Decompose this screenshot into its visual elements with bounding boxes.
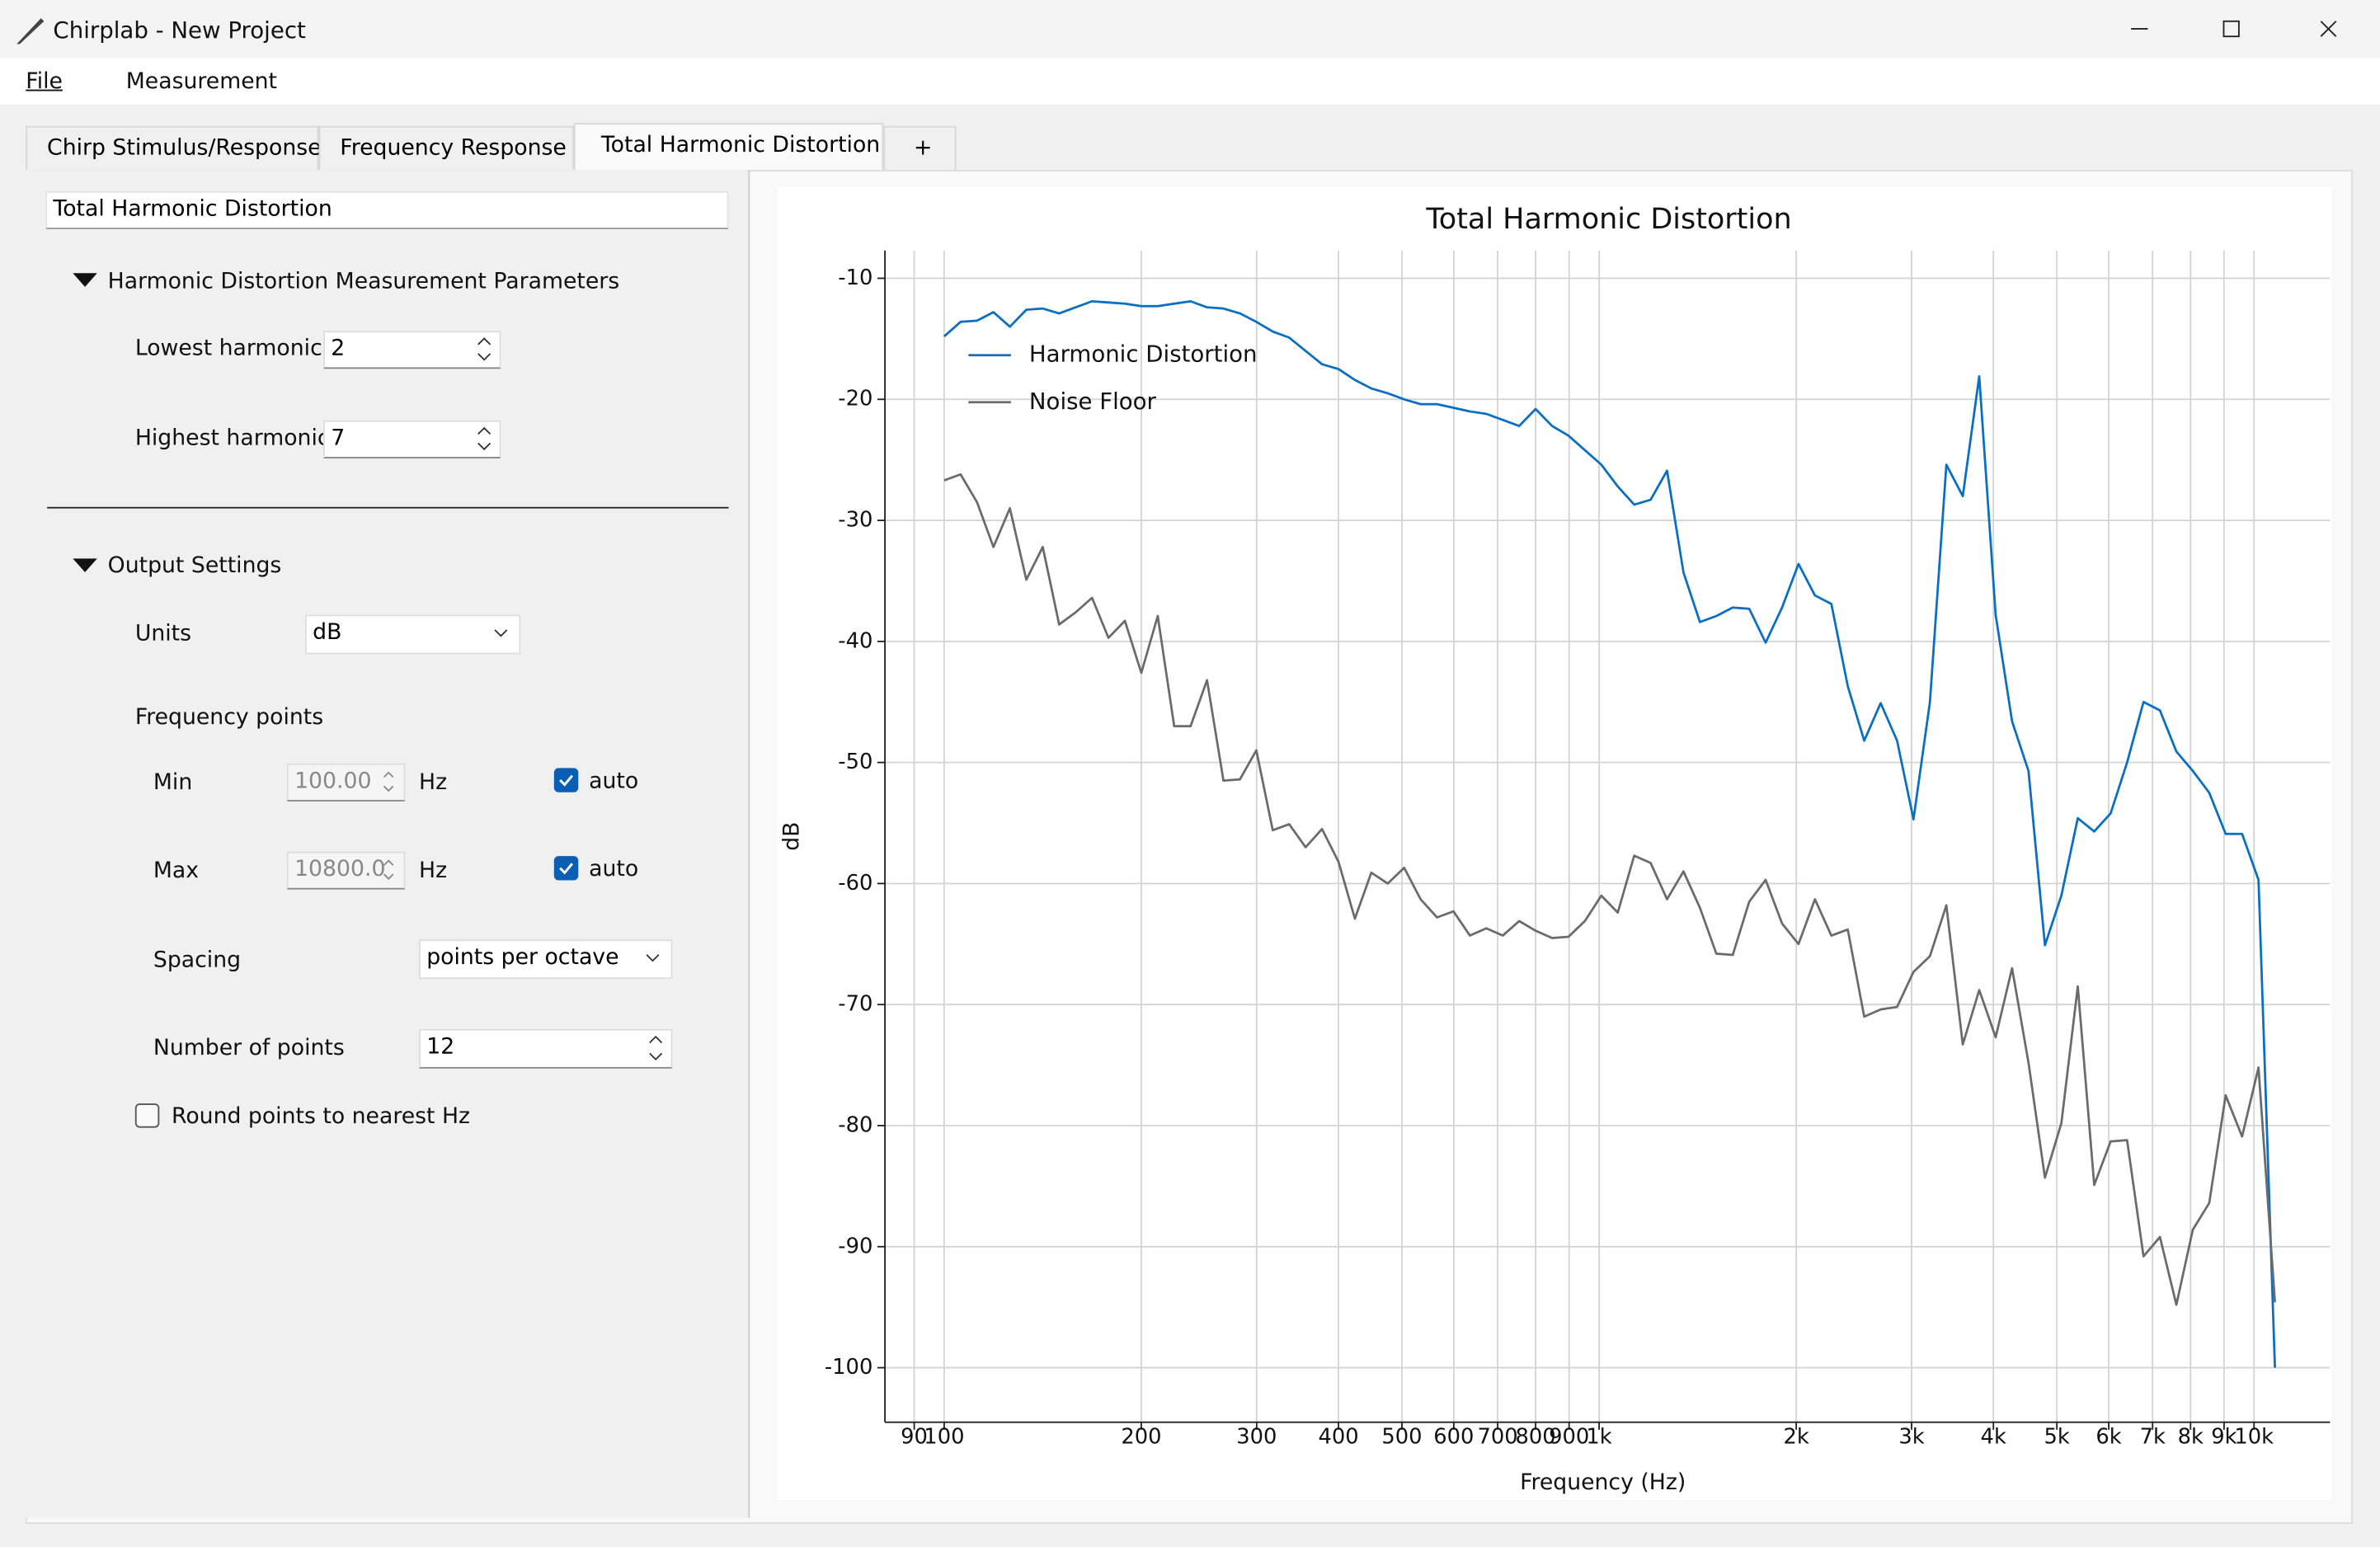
menu-bar (0, 57, 2380, 106)
checkbox-label[interactable]: Round points to nearest Hz (171, 1104, 471, 1130)
legend-label: Harmonic Distortion (1029, 341, 1258, 368)
x-tick-label: 2k (1783, 1425, 1809, 1450)
x-tick-label: 10k (2234, 1425, 2274, 1450)
dropdown-arrows (494, 629, 660, 962)
series-line (943, 473, 2276, 1306)
y-axis-label: dB (778, 822, 804, 851)
app-icon (16, 18, 45, 45)
spin-box-disabled: 10800.0 (286, 851, 406, 890)
spin-arrows[interactable] (468, 331, 501, 459)
y-tick-label: -10 (838, 266, 873, 290)
field-label: Highest harmonic (134, 426, 330, 451)
y-tick-label: -100 (825, 1355, 873, 1380)
x-tick-label: 400 (1318, 1425, 1358, 1450)
x-tick-label: 3k (1898, 1425, 1924, 1450)
x-tick-label: 300 (1236, 1425, 1277, 1450)
checkbox-label[interactable]: auto (589, 769, 639, 794)
x-tick-label: 8k (2178, 1425, 2204, 1450)
x-tick-label: 7k (2140, 1425, 2166, 1450)
section-title[interactable]: Harmonic Distortion Measurement Paramete… (107, 270, 620, 295)
tab[interactable]: Frequency Response (318, 125, 574, 171)
field-label: Lowest harmonic (134, 336, 322, 362)
unit-label: Hz (419, 771, 448, 796)
x-tick-label: 500 (1381, 1425, 1422, 1450)
tab[interactable]: Total Harmonic Distortion (573, 123, 884, 171)
y-tick-label: -80 (838, 1113, 873, 1138)
x-tick-label: 1k (1586, 1425, 1611, 1450)
name-field[interactable]: Total Harmonic Distortion (45, 190, 729, 229)
x-tick-label: 6k (2095, 1425, 2121, 1450)
menu-file[interactable]: File (26, 69, 63, 95)
y-tick-label: -90 (838, 1234, 873, 1258)
checkbox[interactable] (553, 856, 579, 881)
y-tick-label: -30 (838, 508, 873, 533)
x-tick-label: 9k (2211, 1425, 2237, 1450)
x-tick-label: 800 (1516, 1425, 1556, 1450)
field-label: Number of points (153, 1037, 345, 1061)
dropdown[interactable]: dB (304, 614, 521, 655)
y-tick-label: -50 (838, 750, 873, 774)
checkbox[interactable] (134, 1103, 160, 1128)
field-label: Spacing (153, 948, 242, 973)
y-tick-label: -20 (838, 387, 873, 411)
spin-arrows[interactable] (639, 1029, 672, 1069)
check-mark (559, 774, 574, 787)
x-tick-label: 4k (1981, 1425, 2006, 1450)
spin-box[interactable]: 7 (323, 420, 501, 458)
spin-arrows (383, 771, 394, 881)
dropdown[interactable]: points per octave (419, 939, 673, 980)
chart-title: Total Harmonic Distortion (1425, 203, 1791, 236)
x-tick-label: 5k (2044, 1425, 2070, 1450)
field-label: Max (153, 858, 200, 884)
x-tick-label: 200 (1121, 1425, 1161, 1450)
check-mark (559, 863, 574, 875)
settings-panel (26, 170, 750, 1518)
tab-add[interactable]: + (883, 125, 957, 171)
y-tick-label: -40 (838, 628, 873, 653)
field-label: Min (153, 771, 193, 796)
tab[interactable]: Chirp Stimulus/Response (26, 125, 322, 171)
legend-label: Noise Floor (1029, 388, 1157, 415)
separator (47, 506, 729, 509)
x-tick-label: 100 (924, 1425, 964, 1450)
y-tick-label: -70 (838, 992, 873, 1017)
field-label: Units (134, 622, 192, 647)
window-title: Chirplab - New Project (53, 16, 306, 45)
expand-arrow[interactable] (72, 271, 99, 289)
unit-label: Hz (419, 858, 448, 884)
x-tick-label: 900 (1549, 1425, 1589, 1450)
section-title[interactable]: Output Settings (107, 553, 282, 579)
menu-measurement[interactable]: Measurement (125, 69, 277, 95)
checkbox-label[interactable]: auto (589, 857, 639, 882)
spin-box[interactable]: 12 (419, 1028, 673, 1069)
x-tick-label: 700 (1477, 1425, 1517, 1450)
chart: Total Harmonic Distortion Frequency (Hz)… (777, 186, 2332, 1500)
x-tick-label: 90 (901, 1425, 928, 1450)
series-line (943, 299, 2276, 1368)
expand-arrow[interactable] (72, 557, 99, 576)
window-controls[interactable] (2095, 0, 2380, 58)
x-tick-label: 600 (1433, 1425, 1474, 1450)
title-bar (0, 0, 2380, 58)
checkbox[interactable] (553, 768, 579, 792)
y-tick-label: -60 (838, 871, 873, 896)
x-axis-label: Frequency (Hz) (1520, 1469, 1686, 1495)
field-label: Frequency points (134, 705, 324, 731)
spin-box-disabled: 100.00 (286, 763, 406, 802)
spin-box[interactable]: 2 (323, 331, 501, 369)
